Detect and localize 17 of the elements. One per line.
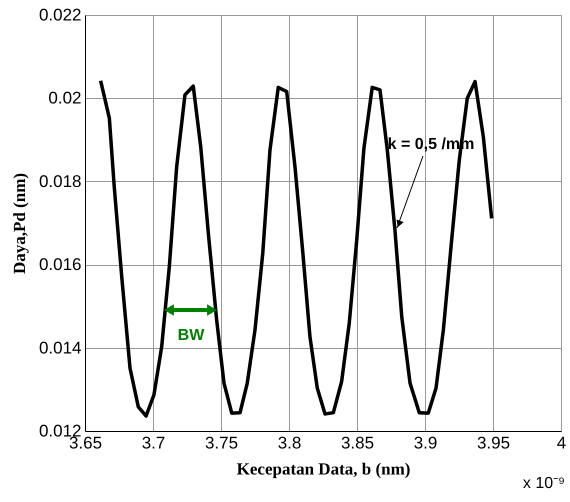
x-tick-label: 3.7 [142,434,166,452]
x-tick-label: 4 [556,434,566,452]
y-tick-label: 0.014 [38,338,82,358]
x-tick-label: 3.75 [204,434,238,452]
x-tick-label: 3.8 [278,434,302,452]
y-tick-label: 0.02 [48,88,82,108]
x-tick-label: 3.9 [414,434,438,452]
text: x 10⁻⁹ [522,475,565,492]
y-tick-label: 0.022 [38,6,82,24]
line-series [98,78,494,418]
x-tick-label: 3.95 [476,434,510,452]
y-axis-title: Daya,Pd (nm) [10,172,29,274]
x-tick-label: 3.85 [340,434,374,452]
y-tick-label: 0.016 [38,255,82,274]
x-axis-title: Kecepatan Data, b (nm) [236,460,410,478]
annotation: BW [178,327,206,344]
y-tick-label: 0.018 [38,172,82,191]
